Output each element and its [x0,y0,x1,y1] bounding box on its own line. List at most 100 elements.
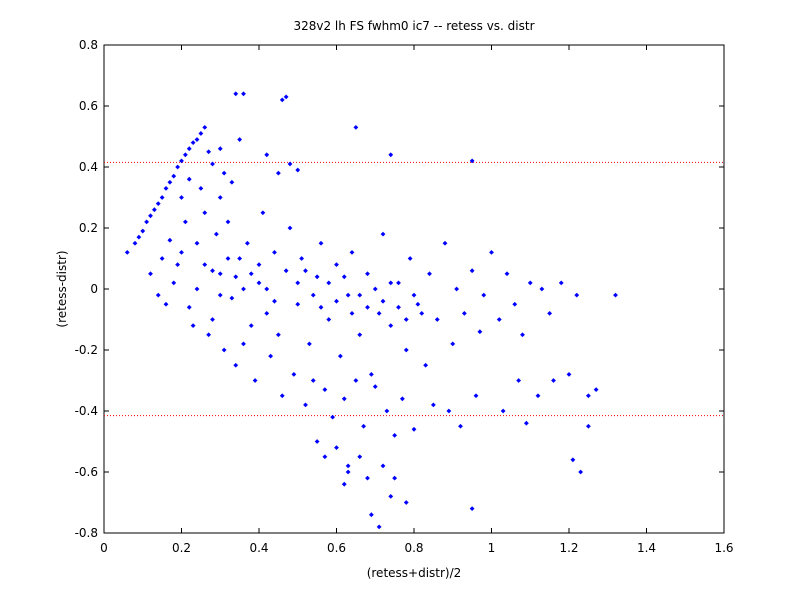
data-point [248,271,254,277]
data-point [241,91,246,97]
data-point [469,268,475,274]
data-point [434,317,440,322]
data-point [345,292,351,298]
data-point [210,161,215,167]
data-point [392,475,398,481]
data-point [403,317,409,322]
data-point [353,378,359,383]
data-point [353,124,359,130]
data-point [159,256,165,261]
data-point [446,408,452,414]
data-point [241,341,246,347]
chart-title: 328v2 lh FS fwhm0 ic7 -- retess vs. dist… [293,19,534,33]
data-point [155,292,161,298]
x-tick-label: 0.6 [327,541,346,555]
x-tick-label: 1.2 [559,541,578,555]
data-point [225,219,231,225]
data-point [275,332,281,338]
data-point [345,469,351,475]
data-point [287,225,293,231]
data-point [585,423,591,429]
data-point [182,219,188,225]
data-point [179,158,184,164]
data-point [458,423,463,429]
data-point [256,262,262,267]
data-point [283,268,289,274]
data-point [295,167,301,173]
data-point [287,161,293,167]
data-points [124,91,618,530]
x-tick-label: 1.6 [714,541,733,555]
data-point [221,347,227,353]
data-point [264,286,270,292]
data-point [136,234,142,240]
data-point [326,280,332,286]
data-point [512,301,518,307]
data-point [341,274,347,280]
data-point [124,250,130,255]
data-point [175,164,181,170]
data-point [349,250,355,255]
data-point [357,332,363,338]
data-point [368,512,374,518]
data-point [148,271,153,277]
data-point [454,286,460,292]
y-tick-label: 0.8 [79,38,98,52]
data-point [407,256,413,261]
data-point [334,298,339,304]
data-point [194,137,200,142]
data-point [279,393,285,399]
data-point [148,213,153,219]
y-tick-label: -0.6 [75,465,98,479]
data-point [163,185,169,191]
data-point [221,170,227,176]
data-point [481,292,487,298]
data-point [171,280,177,286]
data-point [334,262,339,267]
data-point [399,396,405,402]
data-point [376,311,382,316]
data-point [450,341,456,347]
x-tick-label: 1 [488,541,496,555]
data-point [206,149,212,155]
data-point [303,268,308,274]
data-point [310,292,316,298]
data-point [186,146,192,152]
data-point [365,271,370,277]
data-point [229,295,235,301]
data-point [558,280,564,286]
data-point [186,304,192,310]
data-point [272,298,277,304]
data-point [217,271,223,277]
data-point [167,179,173,185]
data-point [155,201,161,206]
data-point [163,301,169,307]
data-point [299,256,305,261]
data-point [314,274,320,280]
data-point [244,240,250,246]
data-point [423,362,429,368]
data-point [213,231,219,237]
data-point [237,256,243,261]
data-point [167,237,173,243]
data-point [171,173,177,179]
data-point [380,231,386,237]
data-point [500,408,506,414]
data-point [225,256,231,261]
data-point [314,439,320,444]
data-point [341,396,347,402]
data-point [392,433,398,438]
data-point [489,250,494,255]
data-point [566,372,572,377]
data-point [578,469,584,475]
data-point [190,140,196,145]
x-tick-label: 0.8 [404,541,423,555]
data-point [388,494,394,499]
y-axis-ticks: -0.8 -0.6 -0.4 -0.2 0 0.2 0.4 0.6 0.8 [75,38,724,540]
data-point [419,311,425,316]
data-point [175,262,181,267]
data-point [256,280,262,286]
data-point [198,185,204,191]
data-point [469,158,475,164]
